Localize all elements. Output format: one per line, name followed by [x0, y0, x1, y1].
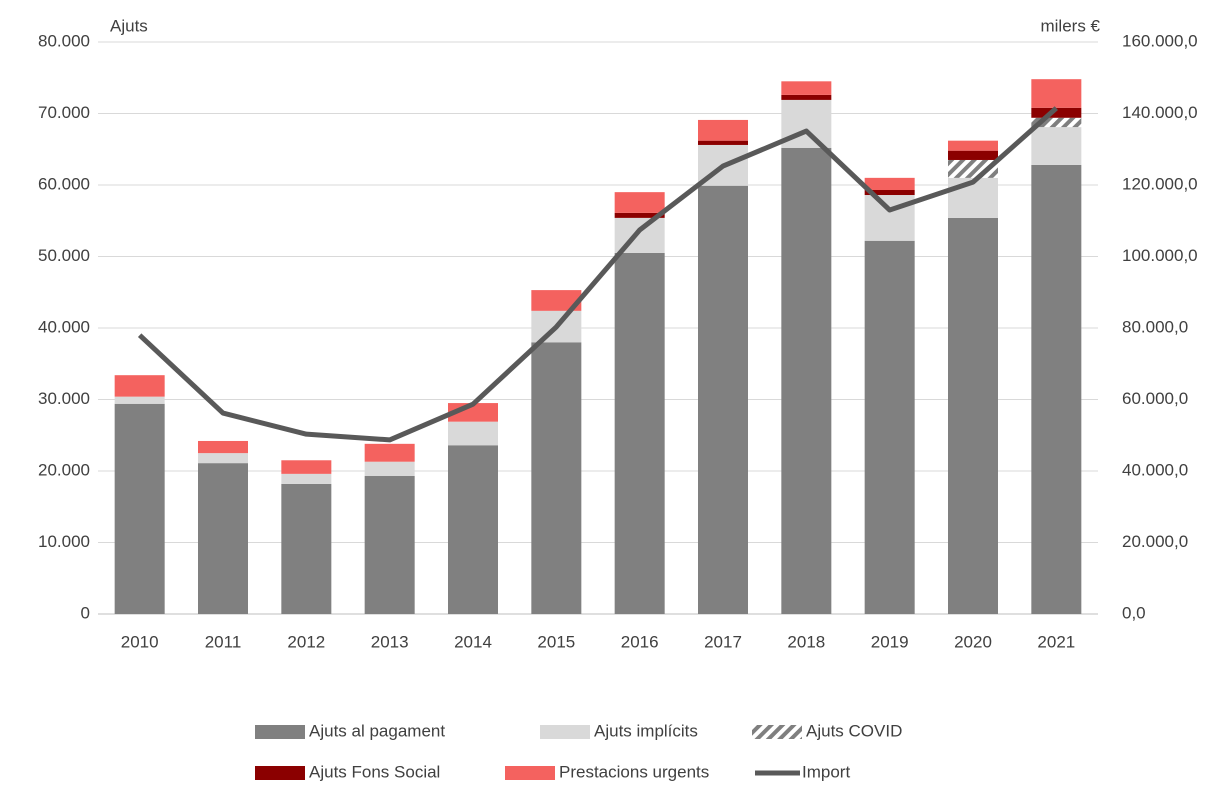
- legend-label: Ajuts al pagament: [309, 721, 445, 740]
- bar-segment: [698, 185, 748, 614]
- bar-segment: [198, 453, 248, 464]
- bar-segment: [281, 473, 332, 484]
- y-tick-label: 0: [81, 603, 90, 622]
- y-tick-label: 40.000: [38, 317, 90, 336]
- bar-segment: [864, 177, 915, 191]
- bar-segment: [1031, 164, 1082, 615]
- bar-segment: [448, 421, 498, 446]
- legend-swatch: [255, 766, 305, 780]
- y2-axis-title: milers €: [1040, 16, 1100, 35]
- x-tick-label: 2012: [287, 632, 325, 651]
- bar-segment: [614, 192, 665, 213]
- legend-label: Import: [802, 762, 850, 781]
- bar-segment: [531, 342, 582, 614]
- x-tick-label: 2014: [454, 632, 492, 651]
- bar-segment: [948, 140, 998, 151]
- x-tick-label: 2018: [787, 632, 825, 651]
- y2-tick-label: 60.000,0: [1122, 389, 1188, 408]
- bar-segment: [1031, 79, 1082, 108]
- bar-segment: [614, 212, 665, 218]
- bar-segment: [781, 147, 832, 614]
- legend-swatch: [540, 725, 590, 739]
- bar-segment: [364, 476, 415, 614]
- y-tick-label: 80.000: [38, 31, 90, 50]
- bar-segment: [114, 375, 165, 397]
- bar-segment: [114, 403, 165, 614]
- x-tick-label: 2021: [1037, 632, 1075, 651]
- y2-tick-label: 20.000,0: [1122, 532, 1188, 551]
- legend-label: Prestacions urgents: [559, 762, 709, 781]
- bar-segment: [198, 463, 248, 614]
- bar-segment: [781, 81, 832, 95]
- bar-segment: [364, 443, 415, 462]
- x-tick-label: 2015: [537, 632, 575, 651]
- bar-segment: [864, 240, 915, 614]
- y-tick-label: 20.000: [38, 460, 90, 479]
- bar-segment: [948, 217, 998, 614]
- y2-tick-label: 120.000,0: [1122, 174, 1198, 193]
- y-axis-title: Ajuts: [110, 16, 148, 35]
- x-tick-label: 2017: [704, 632, 742, 651]
- legend-swatch: [255, 725, 305, 739]
- bar-segment: [864, 190, 915, 196]
- legend-label: Ajuts COVID: [806, 721, 902, 740]
- y2-tick-label: 160.000,0: [1122, 31, 1198, 50]
- legend-label: Ajuts Fons Social: [309, 762, 440, 781]
- x-tick-label: 2010: [121, 632, 159, 651]
- legend-swatch: [505, 766, 555, 780]
- bar-segment: [448, 445, 498, 614]
- x-tick-label: 2011: [205, 632, 242, 651]
- bar-segment: [364, 461, 415, 477]
- y2-tick-label: 80.000,0: [1122, 317, 1188, 336]
- bar-segment: [281, 483, 332, 614]
- bar-segment: [114, 396, 165, 404]
- y2-tick-label: 40.000,0: [1122, 460, 1188, 479]
- bar-segment: [948, 150, 998, 160]
- legend-swatch: [752, 725, 802, 739]
- legend-label: Ajuts implícits: [594, 721, 698, 740]
- y-tick-label: 30.000: [38, 389, 90, 408]
- y-tick-label: 70.000: [38, 103, 90, 122]
- bar-segment: [614, 252, 665, 615]
- x-tick-label: 2016: [621, 632, 659, 651]
- bar-segment: [781, 94, 832, 100]
- bar-segment: [1031, 117, 1082, 128]
- bar-segment: [198, 440, 248, 454]
- bar-segment: [531, 290, 582, 311]
- x-tick-label: 2013: [371, 632, 409, 651]
- y-tick-label: 50.000: [38, 246, 90, 265]
- y-tick-label: 60.000: [38, 174, 90, 193]
- bar-segment: [1031, 127, 1082, 165]
- bar-segment: [698, 119, 748, 141]
- x-tick-label: 2020: [954, 632, 992, 651]
- y2-tick-label: 140.000,0: [1122, 103, 1198, 122]
- y2-tick-label: 0,0: [1122, 603, 1146, 622]
- y-tick-label: 10.000: [38, 532, 90, 551]
- import-line: [137, 106, 1058, 443]
- y2-tick-label: 100.000,0: [1122, 246, 1198, 265]
- x-tick-label: 2019: [871, 632, 909, 651]
- bar-segment: [698, 140, 748, 145]
- bar-segment: [281, 460, 332, 474]
- bar-segment: [1031, 107, 1082, 118]
